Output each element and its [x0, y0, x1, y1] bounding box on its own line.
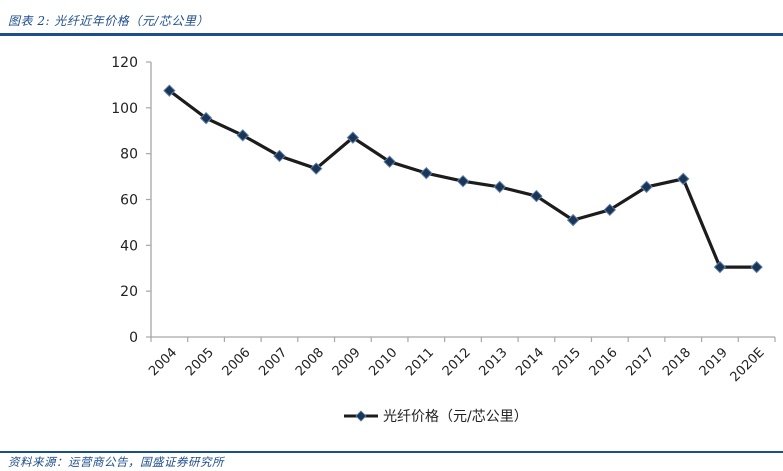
data-point-diamond-icon — [420, 166, 433, 180]
x-tick-label: 2011 — [403, 345, 437, 379]
figure-title: 图表 2: 光纤近年价格（元/芯公里） — [8, 14, 209, 28]
legend-label: 光纤价格（元/芯公里） — [383, 409, 528, 425]
x-tick-label: 2005 — [183, 345, 217, 379]
data-point-diamond-icon — [456, 174, 470, 188]
x-tick-label: 2020E — [728, 345, 768, 385]
data-point-diamond-icon — [713, 260, 727, 274]
y-tick-label: 60 — [120, 193, 138, 209]
y-tick-label: 120 — [111, 55, 138, 71]
data-point-diamond-icon — [163, 84, 176, 97]
data-point-diamond-icon — [530, 189, 543, 203]
legend-line-diamond-icon — [344, 410, 378, 422]
x-tick-label: 2006 — [220, 345, 254, 379]
y-tick-label: 20 — [120, 284, 138, 300]
line-chart: 0 20 40 60 80 100 120 2004 2005 2006 2007 2008 2009… — [111, 55, 776, 385]
y-tick-label: 0 — [129, 330, 138, 346]
x-tick-label: 2010 — [366, 345, 400, 379]
x-tick-label: 2017 — [623, 345, 657, 379]
data-point-diamond-icon — [236, 129, 249, 142]
x-tick-label: 2007 — [256, 345, 290, 379]
data-point-diamond-icon — [640, 180, 653, 194]
data-point-diamond-icon — [383, 155, 396, 168]
x-tick-label: 2004 — [146, 345, 180, 379]
data-point-diamond-icon — [750, 260, 763, 274]
x-tick-label: 2013 — [477, 345, 511, 379]
series-fiber-price — [163, 84, 763, 274]
x-tick-label: 2018 — [660, 345, 694, 379]
data-point-diamond-icon — [677, 172, 690, 186]
data-point-diamond-icon — [493, 180, 506, 194]
x-tick-label: 2019 — [697, 345, 731, 379]
legend: 光纤价格（元/芯公里） — [343, 406, 528, 426]
x-tick-label: 2012 — [440, 345, 474, 379]
x-tick-label: 2015 — [550, 345, 584, 379]
bottom-divider — [0, 451, 783, 453]
data-point-diamond-icon — [199, 111, 213, 125]
source-note: 资料来源：运营商公告，国盛证券研究所 — [8, 455, 224, 469]
x-axis: 2004 2005 2006 2007 2008 2009 2010 2011 2012 2013… — [146, 336, 776, 385]
y-axis: 0 20 40 60 80 100 120 — [111, 55, 152, 346]
x-tick-label: 2014 — [513, 345, 547, 379]
data-point-diamond-icon — [346, 131, 360, 144]
data-point-diamond-icon — [309, 162, 323, 175]
data-point-diamond-icon — [273, 149, 286, 163]
x-tick-label: 2009 — [330, 345, 364, 379]
data-point-diamond-icon — [603, 203, 617, 217]
y-tick-label: 100 — [111, 101, 138, 117]
y-tick-label: 40 — [120, 238, 138, 254]
x-tick-label: 2008 — [293, 345, 327, 379]
top-divider — [0, 33, 783, 36]
x-tick-label: 2016 — [587, 345, 621, 379]
data-point-diamond-icon — [566, 213, 580, 227]
y-tick-label: 80 — [120, 147, 138, 163]
